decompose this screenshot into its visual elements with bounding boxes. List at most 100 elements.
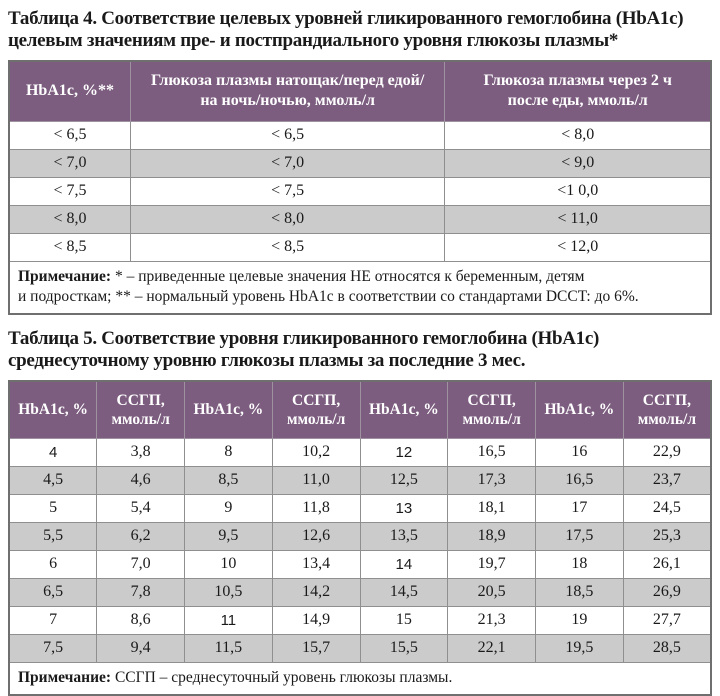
- table-cell: 13,5: [359, 521, 449, 551]
- table-cell: < 8,5: [129, 232, 446, 262]
- table-cell: 15,7: [271, 633, 361, 663]
- column-header: HbA1c, %: [535, 380, 624, 439]
- table-cell: 23,7: [622, 465, 712, 495]
- table-cell: 14,9: [271, 605, 361, 635]
- column-header: HbA1c, %: [359, 380, 449, 439]
- table4-title: Таблица 4. Соответствие целевых уровней …: [8, 8, 684, 52]
- table5: HbA1c, % ССГП, ммоль/л HbA1c, % ССГП, ммоль…: [8, 380, 712, 696]
- column-header: ССГП, ммоль/л: [271, 380, 361, 439]
- table-cell: 14,2: [271, 577, 361, 607]
- column-header: ССГП, ммоль/л: [96, 380, 185, 439]
- table-cell: < 7,0: [129, 148, 446, 178]
- table-cell: 5: [8, 493, 98, 523]
- column-header: HbA1c, %: [8, 380, 98, 439]
- table-cell: 28,5: [622, 633, 712, 663]
- table-cell: 7,8: [96, 577, 185, 607]
- table-cell: 13: [359, 493, 449, 523]
- table-cell: 4,5: [8, 465, 98, 495]
- note-row: Примечание: ССГП – среднесуточный уровен…: [8, 661, 712, 696]
- column-header: HbA1c, %: [184, 380, 273, 439]
- table-cell: 8,5: [184, 465, 273, 495]
- table-row: < 8,5 < 8,5 < 12,0: [8, 232, 712, 262]
- document-page: { "colors":{ "header_bg":"#7c5d7f", "hea…: [8, 8, 712, 696]
- note-cell: Примечание: ССГП – среднесуточный уровен…: [8, 661, 712, 696]
- table-cell: 22,9: [622, 437, 712, 467]
- table-cell: 6: [8, 549, 98, 579]
- table-cell: 24,5: [622, 493, 712, 523]
- table4-header: HbA1c, %** Глюкоза плазмы натощак/перед е…: [8, 60, 712, 122]
- column-header: ССГП, ммоль/л: [622, 380, 712, 439]
- table-cell: 11,0: [271, 465, 361, 495]
- table-cell: 5,4: [96, 493, 185, 523]
- table-cell: 11: [184, 605, 273, 635]
- table-cell: 27,7: [622, 605, 712, 635]
- table-row: 5,5 6,2 9,5 12,6 13,5 18,9 17,5 25,3: [8, 521, 712, 551]
- table-cell: 26,1: [622, 549, 712, 579]
- table-row: 7,5 9,4 11,5 15,7 15,5 22,1 19,5 28,5: [8, 633, 712, 663]
- table-row: < 8,0 < 8,0 < 11,0: [8, 204, 712, 234]
- column-header: Глюкоза плазмы натощак/перед едой/ на но…: [129, 60, 446, 122]
- table-row: 4,5 4,6 8,5 11,0 12,5 17,3 16,5 23,7: [8, 465, 712, 495]
- table4: HbA1c, %** Глюкоза плазмы натощак/перед е…: [8, 60, 712, 316]
- table-cell: 5,5: [8, 521, 98, 551]
- table-cell: 6,2: [96, 521, 185, 551]
- table-cell: 12: [359, 437, 449, 467]
- table-cell: < 6,5: [129, 120, 446, 150]
- table-row: 7 8,6 11 14,9 15 21,3 19 27,7: [8, 605, 712, 635]
- table5-body: 4 3,8 8 10,2 12 16,5 16 22,9 4,5 4,6 8,5 11,0 12,5 17…: [8, 437, 712, 696]
- table-cell: 17,5: [535, 521, 624, 551]
- table-cell: < 11,0: [444, 204, 712, 234]
- column-header: HbA1c, %**: [8, 60, 131, 122]
- column-header: ССГП, ммоль/л: [447, 380, 536, 439]
- table-cell: 7,0: [96, 549, 185, 579]
- column-header: Глюкоза плазмы через 2 ч после еды, ммол…: [444, 60, 712, 122]
- table-cell: 19,5: [535, 633, 624, 663]
- table-cell: < 8,0: [129, 204, 446, 234]
- table-cell: 16,5: [447, 437, 536, 467]
- table-cell: < 12,0: [444, 232, 712, 262]
- table-cell: 20,5: [447, 577, 536, 607]
- table-cell: 9,5: [184, 521, 273, 551]
- table-cell: < 7,5: [129, 176, 446, 206]
- header-row: HbA1c, % ССГП, ммоль/л HbA1c, % ССГП, ммоль…: [8, 380, 712, 439]
- table-cell: 14,5: [359, 577, 449, 607]
- note-cell: Примечание: * – приведенные целевые знач…: [8, 260, 712, 315]
- header-row: HbA1c, %** Глюкоза плазмы натощак/перед е…: [8, 60, 712, 122]
- note-label: Примечание:: [18, 267, 112, 285]
- table-cell: 3,8: [96, 437, 185, 467]
- note-text: ССГП – среднесуточный уровень глюкозы пл…: [111, 668, 453, 686]
- table-cell: 7,5: [8, 633, 98, 663]
- table-cell: < 8,5: [8, 232, 131, 262]
- table-row: < 6,5 < 6,5 < 8,0: [8, 120, 712, 150]
- table-cell: 10: [184, 549, 273, 579]
- table-cell: < 8,0: [8, 204, 131, 234]
- table4-body: < 6,5 < 6,5 < 8,0 < 7,0 < 7,0 < 9,0 < 7,5 < 7,5…: [8, 120, 712, 315]
- table-cell: 22,1: [447, 633, 536, 663]
- table-cell: 15: [359, 605, 449, 635]
- table-cell: < 7,0: [8, 148, 131, 178]
- table-cell: 7: [8, 605, 98, 635]
- table-cell: 6,5: [8, 577, 98, 607]
- table-cell: 9,4: [96, 633, 185, 663]
- note-label: Примечание:: [18, 668, 112, 686]
- table-cell: <1 0,0: [444, 176, 712, 206]
- table-cell: 9: [184, 493, 273, 523]
- table-cell: 13,4: [271, 549, 361, 579]
- table-cell: 25,3: [622, 521, 712, 551]
- table-cell: < 9,0: [444, 148, 712, 178]
- table-cell: 19: [535, 605, 624, 635]
- table-row: < 7,5 < 7,5 <1 0,0: [8, 176, 712, 206]
- table-cell: 8,6: [96, 605, 185, 635]
- table-row: 6,5 7,8 10,5 14,2 14,5 20,5 18,5 26,9: [8, 577, 712, 607]
- table-cell: 16,5: [535, 465, 624, 495]
- table-cell: < 7,5: [8, 176, 131, 206]
- table-cell: 17,3: [447, 465, 536, 495]
- table-cell: 8: [184, 437, 273, 467]
- table-cell: 11,8: [271, 493, 361, 523]
- table-cell: 10,2: [271, 437, 361, 467]
- note-text: * – приведенные целевые значения НЕ отно…: [18, 267, 639, 305]
- table5-title: Таблица 5. Соответствие уровня гликирова…: [8, 328, 600, 372]
- table-cell: 21,3: [447, 605, 536, 635]
- table-cell: 17: [535, 493, 624, 523]
- table-cell: 18,9: [447, 521, 536, 551]
